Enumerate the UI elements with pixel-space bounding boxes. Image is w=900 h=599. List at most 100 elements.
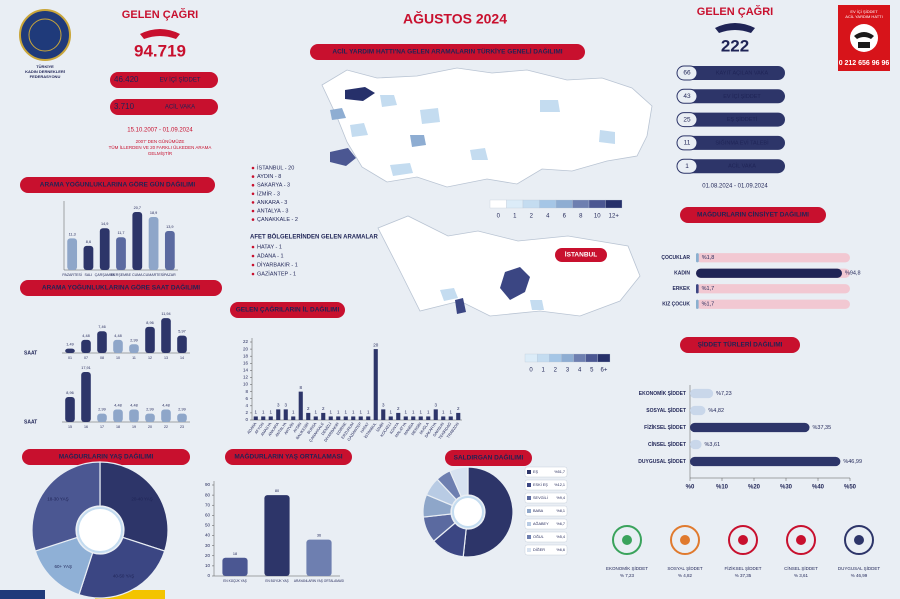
page-title: AĞUSTOS 2024 — [403, 10, 507, 27]
category-label: EKONOMİK ŞİDDET — [639, 390, 686, 397]
icon-value: % 7,23 — [620, 573, 635, 578]
value-label: 1 — [269, 410, 272, 415]
x-tick-label: 16 — [84, 425, 88, 429]
x-tick-label: 14 — [180, 356, 184, 360]
province-low — [350, 95, 615, 176]
category-label: ERKEK — [672, 286, 690, 292]
bar-track — [696, 284, 850, 294]
legend-label: OĞUL — [533, 534, 544, 539]
legend-swatch — [527, 522, 531, 526]
note: GELMİŞTİR — [148, 150, 173, 156]
legend-label: SEVGİLİ — [533, 495, 548, 500]
disaster-title: AFET BÖLGELERİNDEN GELEN ARAMALAR — [250, 234, 378, 241]
value-label: 1 — [359, 410, 362, 415]
value-label: 80 — [275, 489, 279, 493]
bar — [696, 299, 699, 309]
stat-value: 1 — [685, 163, 689, 170]
x-tick-label: 10 — [116, 356, 120, 360]
value-label: 14,9 — [101, 222, 108, 226]
y-tick-label: 14 — [243, 368, 249, 373]
province-istanbul — [345, 87, 375, 101]
stat-label: EŞ ŞİDDETİ — [727, 116, 758, 123]
legend-value: %51,7 — [554, 470, 565, 474]
bar — [690, 388, 714, 399]
summary-total: 94.719 — [134, 41, 186, 60]
legend-swatch — [522, 199, 540, 209]
bar-track — [696, 253, 850, 263]
category-label: DUYGUSAL ŞİDDET — [638, 458, 686, 465]
value-label: 1 — [344, 410, 347, 415]
icon — [844, 525, 874, 555]
bar — [418, 416, 423, 420]
value-label: 3 — [434, 403, 437, 408]
value-label: 11,7 — [117, 231, 124, 235]
hotline-icon — [850, 24, 878, 52]
x-tick-label: ÇARŞAMBA — [95, 273, 116, 277]
bullet — [251, 209, 255, 213]
title-pill — [310, 44, 585, 60]
x-tick-label: CUMA — [132, 273, 143, 277]
bar — [696, 268, 842, 278]
legend-label: 12+ — [609, 214, 620, 220]
value-label: 2 — [322, 406, 325, 411]
bullet — [251, 245, 255, 249]
legend-swatch — [527, 483, 531, 487]
legend-swatch — [597, 353, 611, 363]
value-label: 1 — [329, 410, 332, 415]
section-title: ACİL YARDIM HATTI'NA GELEN ARAMALARIN TÜ… — [332, 47, 562, 56]
value-label: 1 — [389, 410, 392, 415]
legend-label: 0 — [529, 368, 533, 374]
legend-swatch — [585, 353, 599, 363]
icon-label: CİNSEL ŞİDDET — [784, 565, 818, 571]
legend-label: 4 — [578, 368, 582, 374]
bar — [177, 335, 187, 353]
category-label: FİZİKSEL ŞİDDET — [644, 424, 686, 431]
bar — [366, 416, 371, 420]
icon — [612, 525, 642, 555]
bar — [690, 405, 706, 416]
bar — [97, 331, 107, 353]
bar — [65, 396, 75, 422]
value-label: 1 — [352, 410, 355, 415]
legend-swatch — [573, 353, 586, 363]
y-tick-label: 4 — [245, 403, 248, 408]
bar — [411, 416, 416, 420]
stat-value: 11 — [684, 140, 691, 147]
bullet — [251, 183, 255, 187]
icon-center — [854, 535, 864, 545]
bar — [426, 416, 431, 420]
slice-label: 40-50 YAŞ — [113, 574, 134, 579]
legend-swatch — [527, 470, 531, 474]
x-tick-label: %30 — [780, 485, 793, 491]
x-tick-label: PAZAR — [164, 273, 176, 277]
value-label: 1,49 — [66, 343, 73, 347]
y-tick-label: 6 — [245, 396, 248, 401]
value-label: 3 — [277, 403, 280, 408]
y-tick-label: 8 — [245, 389, 248, 394]
bar — [388, 416, 393, 420]
bar — [298, 391, 303, 420]
icon-label: DUYGUSAL ŞİDDET — [838, 565, 881, 571]
x-tick-label: EN BÜYÜK YAŞ — [265, 579, 288, 583]
legend-label: 10 — [594, 214, 601, 220]
bar — [113, 409, 123, 422]
legend-label: 1 — [542, 368, 546, 374]
y-tick-label: 70 — [205, 502, 211, 507]
legend-label: 5 — [590, 368, 594, 374]
stat-value: 46.420 — [114, 75, 139, 84]
stat-label: EV İÇİ ŞİDDET — [723, 93, 761, 100]
stat-pill — [110, 99, 218, 115]
logo — [19, 9, 71, 61]
legend-swatch — [539, 199, 557, 209]
legend-swatch — [527, 548, 531, 552]
value-label: 18,9 — [150, 211, 157, 215]
value-label: 18 — [233, 552, 237, 556]
bar — [306, 412, 311, 420]
label-pill — [555, 248, 607, 262]
value-label: 8,96 — [66, 391, 73, 395]
legend-label: 4 — [546, 214, 550, 220]
value-label: %1,7 — [702, 302, 715, 308]
legend-value: %9,4 — [556, 496, 565, 500]
bar — [81, 339, 91, 353]
